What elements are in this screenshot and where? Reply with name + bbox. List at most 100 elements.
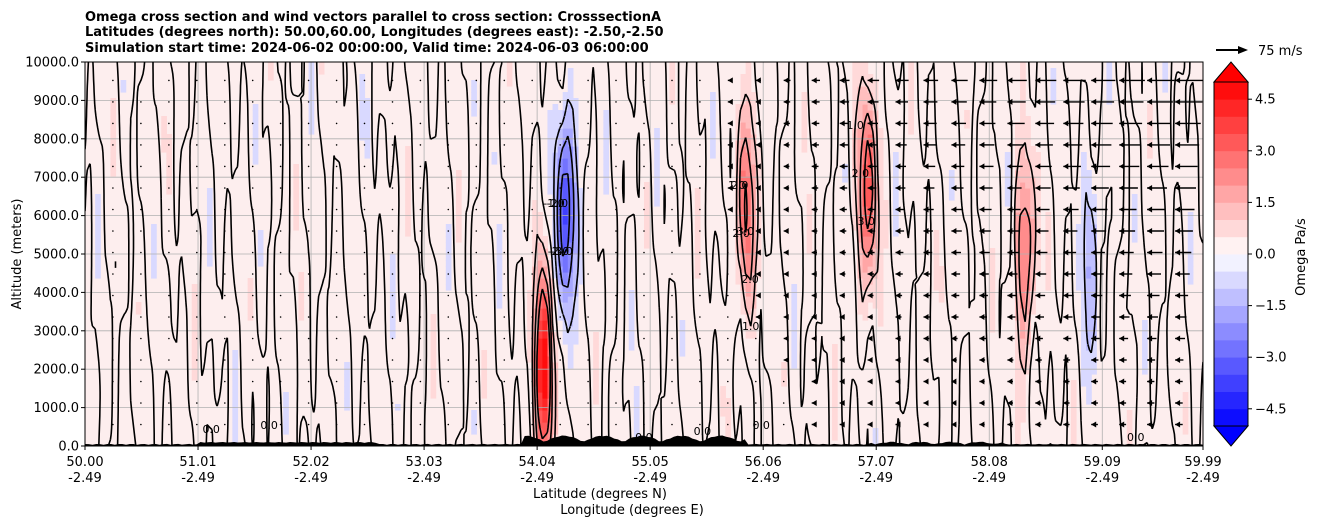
omega-cell (1187, 230, 1194, 237)
omega-cell (1025, 140, 1031, 147)
omega-cell (252, 128, 259, 135)
omega-cell (872, 284, 879, 291)
omega-cell (552, 344, 559, 351)
wind-vector (335, 165, 338, 168)
wind-vector-head (811, 271, 817, 277)
omega-cell (852, 92, 859, 99)
omega-cell (537, 218, 543, 225)
omega-cell (359, 92, 366, 99)
omega-cell (1142, 368, 1148, 375)
omega-cell (872, 428, 879, 435)
colorbar-segment (1214, 391, 1248, 410)
omega-cell (791, 338, 798, 345)
omega-cell (1025, 194, 1031, 201)
omega-cell (735, 170, 742, 177)
omega-cell (862, 314, 869, 321)
omega-cell (1086, 170, 1092, 177)
omega-cell (405, 224, 411, 231)
omega-cell (562, 128, 569, 135)
omega-cell (532, 422, 538, 429)
omega-cell (567, 200, 574, 207)
wind-vector (643, 294, 645, 297)
wind-vector (671, 273, 673, 275)
wind-vector-head (1035, 314, 1041, 320)
omega-cell (877, 302, 884, 309)
omega-cell (430, 350, 437, 357)
omega-cell (1020, 104, 1026, 111)
colorbar-label: Omega Pa/s (1294, 218, 1309, 296)
omega-cell (481, 392, 488, 399)
wind-vector-head (839, 120, 845, 127)
omega-cell (745, 218, 752, 225)
omega-cell (740, 92, 747, 99)
wind-vector-head (811, 314, 817, 320)
wind-vector (307, 144, 310, 146)
omega-cell (247, 308, 254, 315)
omega-cell (867, 236, 874, 243)
wind-vector-head (1147, 421, 1153, 428)
wind-vector (643, 359, 645, 361)
omega-cell (567, 188, 574, 195)
omega-cell (191, 338, 198, 345)
omega-cell (694, 272, 701, 279)
omega-cell (1086, 392, 1092, 399)
omega-cell (908, 74, 914, 81)
omega-cell (1020, 74, 1026, 81)
omega-cell (1004, 176, 1011, 183)
omega-cell (1086, 224, 1092, 231)
omega-cell (232, 368, 239, 375)
omega-cell (603, 140, 610, 147)
omega-cell (252, 110, 259, 117)
omega-cell (791, 326, 798, 333)
wind-vector-head (923, 163, 929, 170)
wind-vector-head (867, 271, 873, 277)
wind-vector (615, 359, 617, 361)
wind-vector-head (867, 163, 873, 170)
wind-vector (447, 165, 450, 168)
wind-vector (447, 316, 450, 318)
omega-cell (1081, 152, 1087, 159)
omega-cell (654, 188, 660, 195)
omega-cell (577, 218, 584, 225)
omega-cell (679, 350, 686, 357)
omega-cell (1014, 170, 1021, 177)
wind-vector-head (1091, 378, 1097, 385)
omega-cell (95, 230, 101, 237)
omega-cell (562, 200, 569, 207)
wind-vector (671, 230, 673, 232)
omega-cell (496, 236, 503, 243)
omega-cell (1030, 308, 1036, 315)
omega-cell (455, 218, 462, 225)
omega-cell (1020, 296, 1026, 303)
omega-cell (537, 392, 543, 399)
wind-vector (168, 294, 170, 297)
omega-cell (654, 134, 660, 141)
omega-cell (1045, 224, 1052, 231)
omega-cell (542, 416, 549, 423)
wind-vector (475, 251, 478, 254)
omega-cell (791, 344, 798, 351)
omega-cell (1187, 260, 1194, 267)
omega-cell (603, 170, 610, 177)
wind-vector-head (895, 163, 901, 170)
omega-cell (567, 314, 574, 321)
y-tick-label: 9000.0 (34, 94, 80, 109)
omega-cell (1020, 62, 1026, 69)
wind-vector (643, 208, 645, 211)
omega-cell (1081, 182, 1087, 189)
wind-vector-head (1091, 228, 1097, 234)
omega-cell (862, 182, 869, 189)
omega-cell (359, 86, 366, 93)
omega-cell (206, 260, 213, 267)
colorbar-segment (1214, 82, 1248, 100)
omega-cell (547, 158, 554, 165)
omega-cell (745, 332, 752, 339)
omega-cell (857, 254, 864, 261)
omega-cell (552, 116, 559, 123)
wind-vector (335, 359, 338, 361)
omega-cell (791, 362, 798, 369)
omega-cell (694, 260, 701, 267)
wind-vector (559, 359, 561, 361)
omega-cell (740, 128, 747, 135)
omega-cell (1020, 332, 1026, 339)
